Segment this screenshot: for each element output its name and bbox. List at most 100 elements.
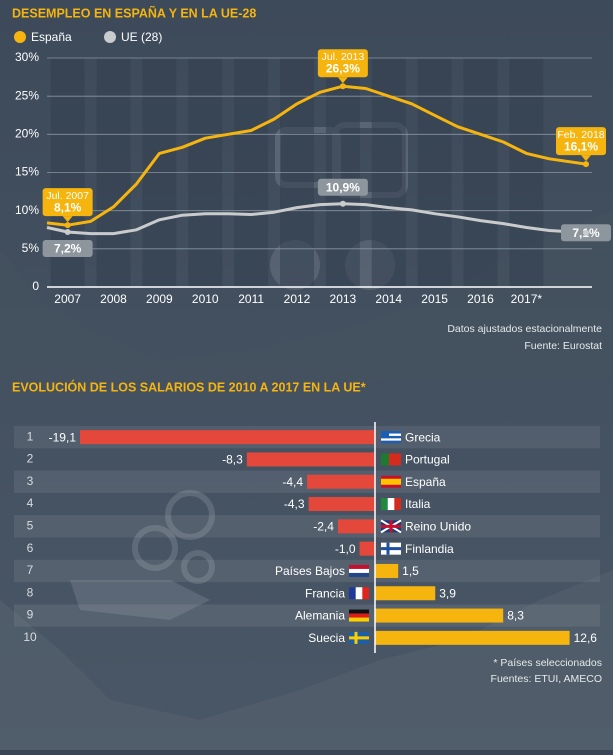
flag-part [349, 568, 369, 573]
rank: 6 [27, 541, 34, 555]
date-label: Jul. 2007 [46, 190, 89, 202]
value-label: 12,6 [574, 631, 598, 645]
flag-part [349, 572, 369, 577]
value-label: -4,4 [282, 475, 303, 489]
flag-part [394, 498, 402, 511]
coin [165, 490, 215, 540]
rank: 4 [27, 496, 34, 510]
flag-part [381, 478, 401, 485]
note: Fuente: Eurostat [524, 340, 602, 352]
value-label: 8,1% [54, 200, 82, 214]
value-label: -4,3 [284, 497, 305, 511]
category-label: Grecia [405, 430, 441, 444]
date-label: Jul. 2013 [322, 51, 365, 63]
value-label: 8,3 [507, 609, 524, 623]
category-label: Italia [405, 497, 431, 511]
category-label: Finlandia [405, 542, 454, 556]
date-label: Feb. 2018 [557, 129, 604, 141]
y-tick-label: 25% [15, 88, 39, 102]
legend-label: UE (28) [121, 30, 162, 44]
bar [307, 474, 375, 489]
chart-title: EVOLUCIÓN DE LOS SALARIOS DE 2010 A 2017… [12, 379, 366, 394]
note: Fuentes: ETUI, AMECO [491, 673, 602, 685]
category-label: Portugal [405, 453, 450, 467]
rank: 1 [27, 429, 34, 443]
y-tick-label: 0 [32, 279, 39, 293]
bar [308, 497, 375, 512]
flag-part [381, 498, 388, 511]
y-tick-label: 30% [15, 50, 39, 64]
coin [181, 550, 215, 584]
point [339, 200, 346, 207]
flag-part [349, 617, 369, 622]
y-tick-label: 5% [22, 241, 40, 255]
label-box [42, 240, 93, 258]
value-label: 3,9 [439, 586, 456, 600]
note: * Países seleccionados [493, 657, 602, 669]
flag-part [349, 613, 369, 618]
rank: 5 [27, 519, 34, 533]
label-pointer [62, 216, 73, 223]
series-line [46, 84, 587, 227]
flag-part [349, 631, 369, 644]
point [64, 229, 71, 236]
x-tick-label: 2008 [100, 292, 127, 306]
rank: 3 [27, 474, 34, 488]
row-stripe [14, 559, 600, 583]
rank: 7 [27, 563, 34, 577]
bar [337, 519, 375, 534]
y-tick-label: 20% [15, 127, 39, 141]
category-label: Reino Unido [405, 520, 471, 534]
category-label: Suecia [308, 631, 345, 645]
flag-part [381, 438, 401, 441]
series-line [46, 202, 587, 236]
x-tick-label: 2014 [375, 292, 402, 306]
x-tick-label: 2011 [238, 292, 264, 306]
label-box [556, 127, 606, 156]
flag-part [381, 431, 401, 434]
flag-part [381, 435, 401, 439]
y-tick-label: 15% [15, 165, 39, 179]
value-label: 26,3% [326, 61, 360, 75]
point [64, 222, 71, 229]
point [583, 229, 589, 236]
value-label: -8,3 [222, 453, 243, 467]
label-box [317, 49, 368, 78]
value-label: -19,1 [49, 430, 77, 444]
flag-part [362, 587, 370, 600]
rank: 10 [23, 630, 37, 644]
value-label: 10,9% [326, 180, 360, 194]
x-tick-label: 2007 [54, 292, 81, 306]
value-label: -2,4 [313, 520, 334, 534]
flag-part [381, 431, 389, 439]
value-label: 16,1% [564, 139, 598, 153]
x-tick-label: 2012 [284, 292, 311, 306]
bar [359, 541, 375, 556]
mountain [0, 570, 613, 750]
flag-part [381, 440, 401, 444]
x-tick-label: 2010 [192, 292, 219, 306]
category-label: Francia [305, 586, 345, 600]
x-tick-label: 2009 [146, 292, 173, 306]
bar [80, 430, 375, 445]
value-label: 1,5 [402, 564, 419, 578]
flag-part [381, 433, 401, 436]
hand [70, 580, 210, 620]
row-stripe [14, 515, 600, 538]
category-label: Países Bajos [275, 564, 345, 578]
category-label: Alemania [295, 609, 345, 623]
chart-title: DESEMPLEO EN ESPAÑA Y EN LA UE-28 [12, 5, 256, 20]
rank: 2 [27, 452, 34, 466]
flag-part [349, 587, 356, 600]
label-box [317, 178, 368, 196]
value-label: -1,0 [335, 542, 356, 556]
note: Datos ajustados estacionalmente [447, 323, 602, 335]
flag-part [387, 498, 395, 511]
coin [132, 525, 178, 571]
rank: 9 [27, 608, 34, 622]
flag-part [349, 564, 369, 569]
x-tick-label: 2015 [421, 292, 448, 306]
bar [375, 586, 436, 601]
